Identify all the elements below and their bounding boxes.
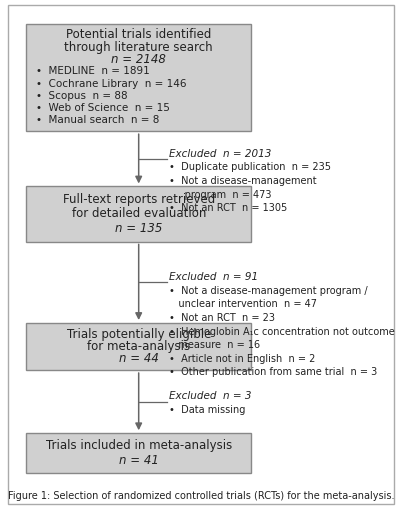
Text: unclear intervention  n = 47: unclear intervention n = 47 — [168, 299, 316, 309]
Text: Full-text reports retrieved: Full-text reports retrieved — [63, 193, 214, 206]
Bar — [26, 323, 251, 370]
Text: Excluded  n = 91: Excluded n = 91 — [168, 272, 257, 282]
Text: •  Scopus  n = 88: • Scopus n = 88 — [36, 91, 128, 101]
Bar — [26, 186, 251, 242]
Text: •  MEDLINE  n = 1891: • MEDLINE n = 1891 — [36, 66, 150, 76]
Text: Excluded  n = 2013: Excluded n = 2013 — [168, 149, 271, 159]
Text: •  Manual search  n = 8: • Manual search n = 8 — [36, 115, 159, 125]
Text: program  n = 473: program n = 473 — [168, 190, 271, 200]
Text: •  Not an RCT  n = 1305: • Not an RCT n = 1305 — [168, 203, 286, 213]
Text: Potential trials identified: Potential trials identified — [66, 28, 211, 41]
Text: n = 44: n = 44 — [118, 352, 158, 365]
Text: •  Not a disease-management: • Not a disease-management — [168, 176, 316, 186]
Text: for meta-analysis: for meta-analysis — [87, 340, 190, 353]
Text: Figure 1: Selection of randomized controlled trials (RCTs) for the meta-analysis: Figure 1: Selection of randomized contro… — [8, 491, 393, 501]
Text: •  Not a disease-management program /: • Not a disease-management program / — [168, 286, 367, 296]
Text: for detailed evaluation: for detailed evaluation — [71, 207, 205, 220]
Text: Excluded  n = 3: Excluded n = 3 — [168, 391, 251, 402]
Text: Trials included in meta-analysis: Trials included in meta-analysis — [45, 439, 231, 452]
Text: n = 135: n = 135 — [115, 222, 162, 235]
Text: •  Other publication from same trial  n = 3: • Other publication from same trial n = … — [168, 368, 376, 377]
Bar — [26, 433, 251, 473]
Text: •  Hemoglobin A₁c concentration not outcome: • Hemoglobin A₁c concentration not outco… — [168, 327, 394, 337]
Text: •  Data missing: • Data missing — [168, 405, 245, 415]
Text: •  Cochrane Library  n = 146: • Cochrane Library n = 146 — [36, 79, 186, 89]
Text: n = 2148: n = 2148 — [111, 52, 166, 66]
Text: n = 41: n = 41 — [118, 454, 158, 467]
Text: through literature search: through literature search — [64, 40, 213, 54]
Text: •  Article not in English  n = 2: • Article not in English n = 2 — [168, 354, 314, 364]
Text: •  Not an RCT  n = 23: • Not an RCT n = 23 — [168, 313, 274, 323]
Text: Trials potentially eligible: Trials potentially eligible — [66, 328, 211, 341]
Bar — [26, 24, 251, 131]
Text: •  Web of Science  n = 15: • Web of Science n = 15 — [36, 103, 170, 113]
Text: measure  n = 16: measure n = 16 — [168, 340, 259, 350]
Text: •  Duplicate publication  n = 235: • Duplicate publication n = 235 — [168, 162, 330, 172]
